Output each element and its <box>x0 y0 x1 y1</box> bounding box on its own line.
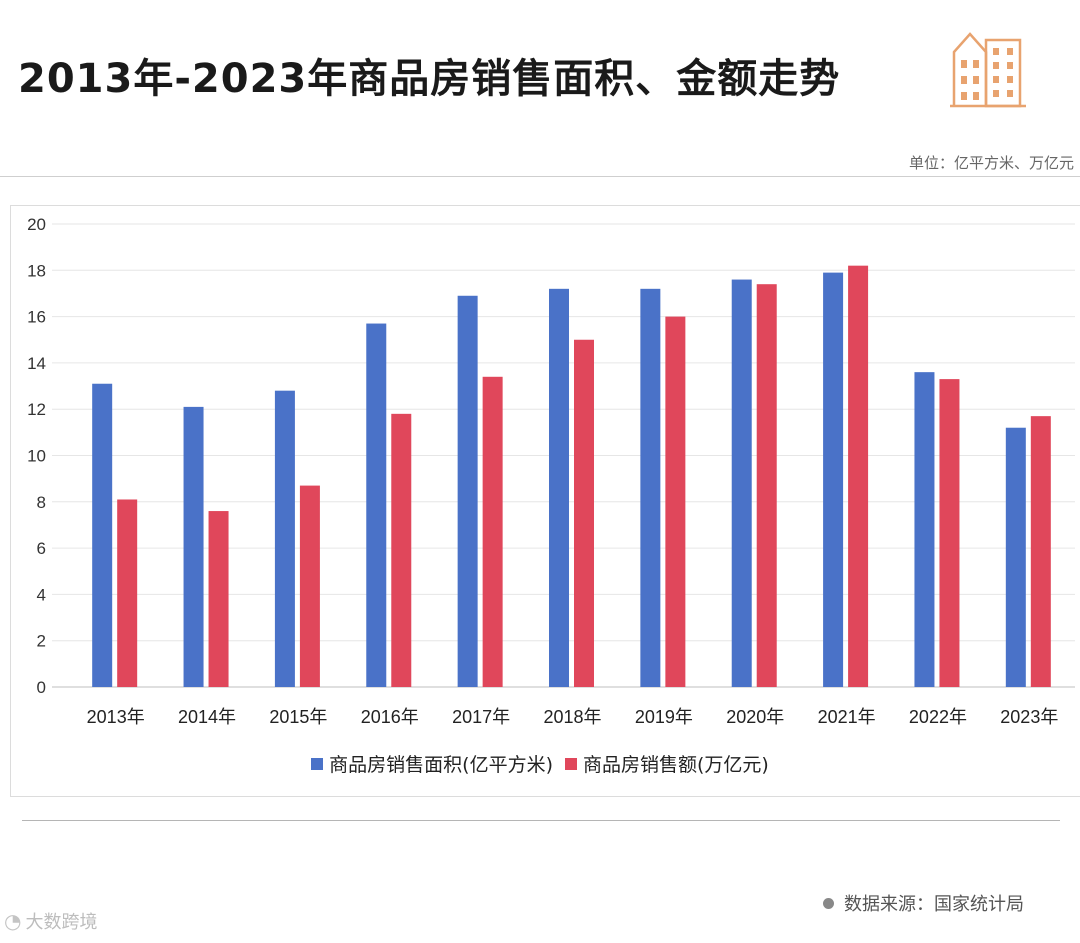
bar-amount <box>482 376 503 687</box>
page-title: 2013年-2023年商品房销售面积、金额走势 <box>18 56 841 102</box>
y-tick-label: 8 <box>37 493 46 512</box>
y-tick-label: 2 <box>37 632 46 651</box>
bar-area <box>1005 427 1026 687</box>
watermark-label: 大数跨境 <box>25 912 98 933</box>
data-source: 数据来源：国家统计局 <box>823 890 1024 916</box>
bar-area <box>549 288 569 687</box>
y-tick-label: 12 <box>27 400 46 419</box>
x-tick-label: 2020年 <box>726 707 784 727</box>
bar-amount <box>299 485 320 687</box>
y-tick-label: 4 <box>37 585 46 604</box>
weibo-icon: ◔ <box>4 909 22 933</box>
bar-amount <box>665 316 686 687</box>
bar-area <box>183 406 204 687</box>
legend-item-amount: 商品房销售额(万亿元) <box>565 750 769 777</box>
x-tick-label: 2022年 <box>909 707 967 727</box>
x-tick-label: 2021年 <box>818 707 876 727</box>
watermark: ◔ 大数跨境 <box>4 908 97 934</box>
unit-label: 单位：亿平方米、万亿元 <box>908 154 1074 172</box>
top-divider <box>0 176 1080 177</box>
y-tick-label: 20 <box>27 215 46 234</box>
bar-area <box>914 372 935 687</box>
bar-amount <box>117 499 138 687</box>
x-tick-label: 2018年 <box>543 707 601 727</box>
source-label: 数据来源：国家统计局 <box>844 894 1024 915</box>
bar-area <box>366 323 387 687</box>
y-tick-label: 0 <box>37 678 46 697</box>
bullet-icon <box>823 897 834 909</box>
x-tick-label: 2015年 <box>269 707 327 727</box>
x-tick-label: 2023年 <box>1000 707 1058 727</box>
bar-amount <box>1030 416 1051 687</box>
bar-amount <box>939 379 960 687</box>
x-tick-label: 2017年 <box>452 707 510 727</box>
bar-chart: 0 2 4 6 8 10 12 14 16 18 20 2013年 2014年 2015年 2016年 201… <box>27 215 1075 727</box>
x-tick-label: 2019年 <box>635 707 693 727</box>
bottom-divider <box>22 820 1060 821</box>
bar-amount <box>574 339 594 687</box>
x-tick-label: 2014年 <box>178 707 236 727</box>
legend-swatch-amount <box>565 757 577 770</box>
x-tick-label: 2013年 <box>87 707 145 727</box>
y-tick-label: 18 <box>27 261 46 280</box>
building-icon <box>950 32 1026 108</box>
bar-amount <box>391 413 412 687</box>
bar-amount <box>756 284 777 687</box>
chart-frame <box>10 205 1080 797</box>
y-tick-label: 10 <box>27 447 46 466</box>
y-tick-label: 14 <box>27 354 46 373</box>
x-tick-label: 2016年 <box>361 707 419 727</box>
legend-item-area: 商品房销售面积(亿平方米) <box>311 750 553 777</box>
bar-amount <box>208 511 229 687</box>
bar-area <box>823 272 844 687</box>
bar-amount <box>848 265 869 687</box>
bar-area <box>457 295 478 687</box>
legend-label-amount: 商品房销售额(万亿元) <box>583 754 769 776</box>
bar-area <box>274 390 295 687</box>
legend-label-area: 商品房销售面积(亿平方米) <box>329 754 553 776</box>
y-tick-label: 16 <box>27 308 46 327</box>
legend-swatch-area <box>311 757 324 770</box>
bar-area <box>640 288 661 687</box>
chart-legend: 商品房销售面积(亿平方米) 商品房销售额(万亿元) <box>0 750 1080 777</box>
bar-area <box>92 383 113 687</box>
y-tick-label: 6 <box>37 539 46 558</box>
bar-area <box>731 279 752 687</box>
